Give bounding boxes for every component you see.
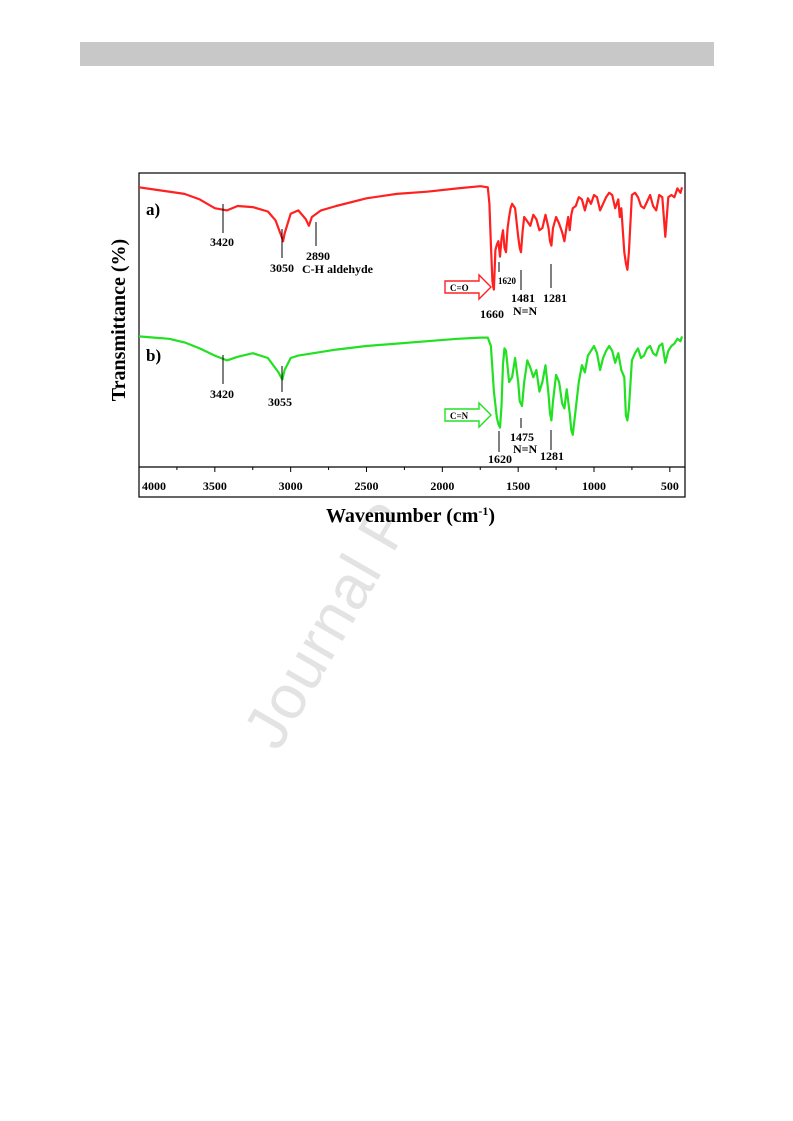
x-tick-label: 1000: [582, 479, 606, 493]
x-axis-title: Wavenumber (cm-1): [326, 504, 495, 527]
header-bar: [80, 42, 714, 66]
x-axis-title-sup: -1: [478, 504, 488, 518]
panel-label-a: a): [146, 200, 160, 219]
label-a-2890: 2890: [306, 249, 330, 263]
x-tick-label: 2500: [355, 479, 379, 493]
x-tick-label: 2000: [430, 479, 454, 493]
series-group: [138, 185, 684, 436]
annotation-lines-a: [222, 204, 552, 290]
series-line-b: [138, 335, 684, 436]
label-b-1281: 1281: [540, 449, 564, 463]
label-a-3050: 3050: [270, 261, 294, 275]
label-b-3420: 3420: [210, 387, 234, 401]
series-line-a: [138, 185, 684, 291]
label-b-1620: 1620: [488, 452, 512, 466]
x-tick-label: 500: [661, 479, 679, 493]
annotation-lines-b: [222, 355, 552, 452]
x-tick-label: 1500: [506, 479, 530, 493]
x-tick-label: 3500: [203, 479, 227, 493]
label-a-1281: 1281: [543, 291, 567, 305]
co-arrow: [444, 273, 492, 301]
x-tick-label: 3000: [279, 479, 303, 493]
co-arrow-label: C=O: [450, 283, 469, 293]
label-a-3420: 3420: [210, 235, 234, 249]
panel-label-b: b): [146, 346, 161, 365]
label-a-ch-aldehyde: C-H aldehyde: [302, 262, 374, 276]
label-a-1660: 1660: [480, 307, 504, 321]
label-a-1481: 1481: [511, 291, 535, 305]
x-axis-title-end: ): [488, 505, 495, 527]
x-axis-title-main: Wavenumber (cm: [326, 505, 479, 527]
label-b-3055: 3055: [268, 395, 292, 409]
y-axis-title: Transmittance (%): [108, 239, 130, 401]
cn-arrow: [444, 401, 492, 429]
x-ticks: 4000 3500 3000 2500 2000 1500 1000 500: [138, 467, 679, 493]
label-b-nn: N=N: [513, 442, 538, 456]
label-a-nn: N=N: [513, 304, 538, 318]
cn-arrow-label: C=N: [450, 411, 469, 421]
x-tick-label: 4000: [142, 479, 166, 493]
label-b-1475: 1475: [510, 430, 534, 444]
label-a-1620: 1620: [498, 276, 517, 286]
plot-frame: [138, 172, 686, 498]
